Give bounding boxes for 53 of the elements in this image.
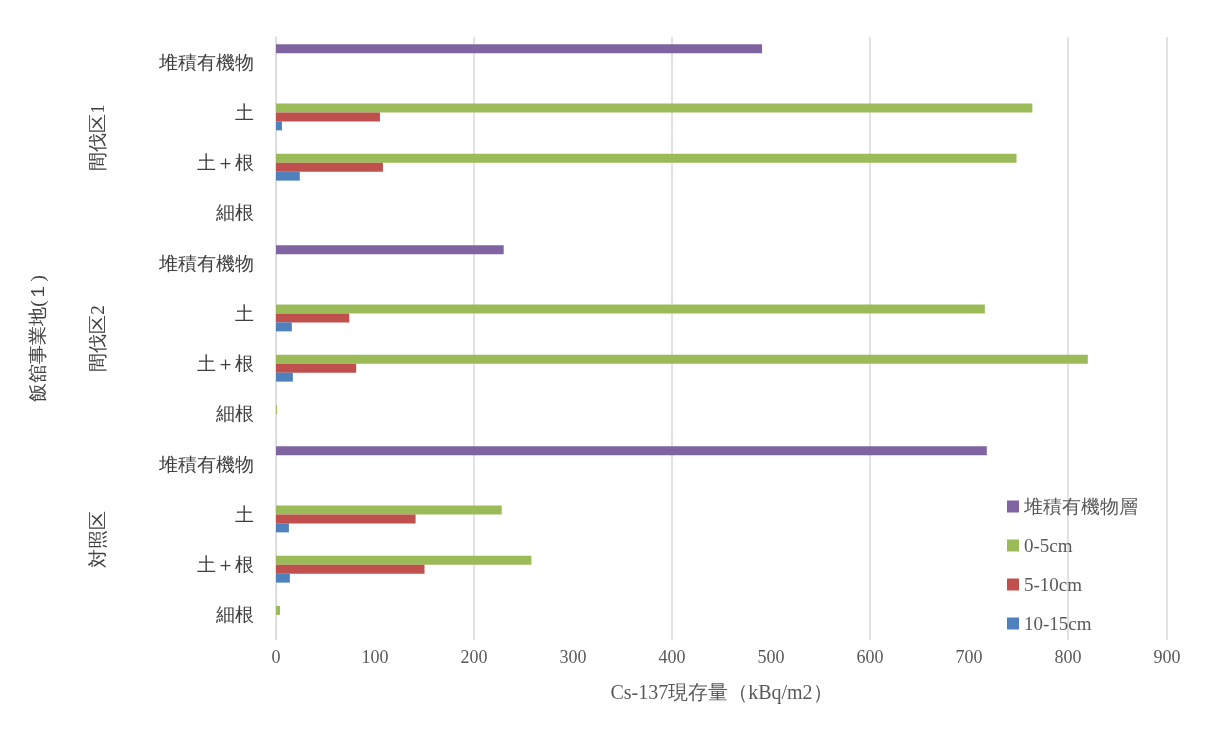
x-axis-title: Cs-137現存量（kBq/m2） [610, 681, 833, 704]
text: 飯舘事業地(１) [26, 275, 49, 402]
y-tick-label: 土＋根 [197, 353, 254, 375]
bar [276, 304, 985, 314]
bar [276, 354, 1088, 364]
legend-label: 堆積有機物層 [1023, 496, 1138, 517]
x-tick-label: 600 [856, 647, 884, 667]
bar [276, 555, 532, 565]
bar [276, 44, 763, 54]
text: 間伐区2 [86, 305, 108, 372]
y-tick-label: 土 [235, 503, 254, 525]
x-tick-label: 0 [271, 647, 281, 667]
text: 間伐区1 [86, 104, 108, 171]
y-tick-label: 土＋根 [197, 554, 254, 576]
y-tick-label: 堆積有機物 [158, 453, 254, 475]
x-tick-label: 300 [559, 647, 587, 667]
y-tick-label: 細根 [215, 403, 254, 425]
bar [276, 605, 280, 615]
y-tick-label: 土＋根 [197, 152, 254, 174]
x-tick-label: 100 [361, 647, 389, 667]
bar [276, 372, 293, 382]
legend-label: 0-5cm [1024, 535, 1073, 556]
bar [276, 514, 416, 524]
bar [276, 446, 987, 456]
y-tick-label: 細根 [215, 604, 254, 626]
x-tick-label: 800 [1054, 647, 1082, 667]
x-tick-label: 500 [757, 647, 785, 667]
bar [276, 245, 504, 255]
bar [276, 564, 425, 574]
y-tick-label: 土 [235, 101, 254, 123]
y-tick-label: 細根 [215, 202, 254, 224]
x-tick-label: 200 [460, 647, 488, 667]
bar [276, 313, 350, 323]
legend-label: 5-10cm [1024, 574, 1083, 595]
y-tick-label: 土 [235, 302, 254, 324]
bar [276, 162, 383, 172]
legend-label: 10-15cm [1024, 613, 1092, 634]
bar [276, 112, 380, 122]
x-tick-label: 400 [658, 647, 686, 667]
bar [276, 322, 292, 332]
bar [276, 171, 300, 181]
y-tick-label: 堆積有機物 [158, 252, 254, 274]
x-tick-label: 900 [1153, 647, 1181, 667]
bar [276, 573, 290, 583]
bar [276, 121, 282, 131]
bar [276, 363, 357, 373]
text: 対照区 [86, 511, 108, 568]
bar [276, 153, 1017, 163]
bar [276, 103, 1033, 113]
bar [276, 523, 289, 533]
y-tick-label: 堆積有機物 [158, 51, 254, 73]
bar [276, 505, 502, 515]
x-tick-label: 700 [955, 647, 983, 667]
